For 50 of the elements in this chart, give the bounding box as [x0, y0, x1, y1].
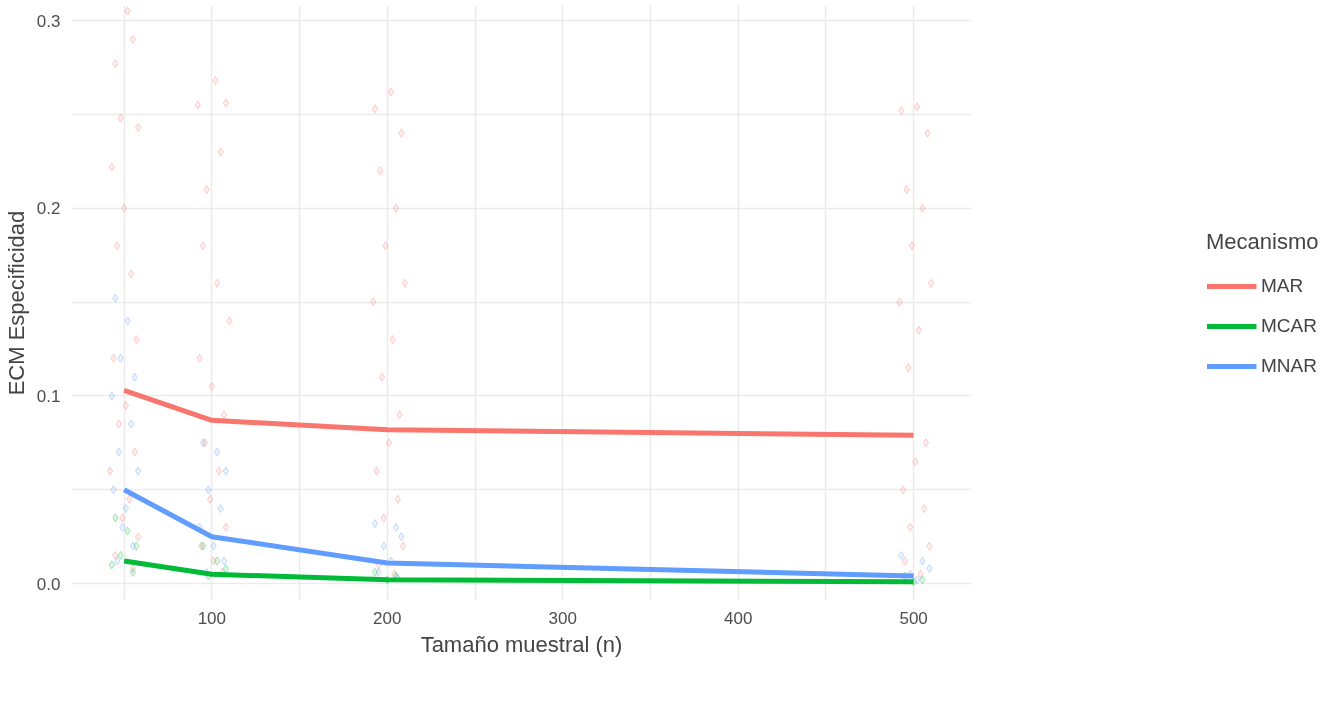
- point: [119, 522, 126, 532]
- legend-label: MAR: [1261, 274, 1305, 297]
- y-tick-label: 0.2: [36, 199, 61, 219]
- y-tick-label: 0.1: [36, 386, 61, 406]
- point: [213, 447, 221, 457]
- x-tick-label: 100: [197, 608, 227, 628]
- point: [380, 541, 387, 551]
- point: [115, 447, 123, 457]
- point: [110, 485, 117, 495]
- point: [926, 564, 933, 574]
- point: [222, 466, 230, 476]
- point: [108, 391, 116, 401]
- point: [217, 504, 224, 514]
- point: [112, 293, 119, 303]
- point: [124, 316, 131, 326]
- point: [205, 485, 212, 495]
- point: [117, 353, 124, 363]
- point: [371, 519, 379, 529]
- point: [210, 541, 217, 551]
- point: [392, 522, 400, 532]
- point: [108, 560, 116, 570]
- point: [213, 556, 221, 566]
- legend-label: MCAR: [1261, 314, 1318, 337]
- x-tick-label: 400: [723, 608, 753, 628]
- point: [113, 556, 121, 566]
- point: [375, 567, 382, 577]
- point: [131, 372, 138, 382]
- point: [124, 526, 131, 536]
- y-tick-label: 0.3: [36, 11, 61, 31]
- point: [117, 550, 124, 560]
- y-tick-label: 0.0: [36, 574, 61, 594]
- point: [222, 564, 230, 574]
- x-tick-label: 200: [373, 608, 402, 628]
- x-tick-label: 300: [548, 608, 577, 628]
- point: [127, 419, 135, 429]
- point: [913, 575, 921, 585]
- point: [220, 556, 228, 566]
- point: [398, 532, 405, 542]
- point: [112, 513, 119, 523]
- point: [919, 575, 926, 585]
- point: [919, 556, 926, 566]
- point: [129, 541, 137, 551]
- point: [135, 466, 142, 476]
- x-axis-title: Tamaño muestral (n): [420, 631, 623, 657]
- point: [898, 550, 905, 560]
- x-tick-label: 500: [899, 608, 928, 628]
- legend-label: MNAR: [1261, 354, 1318, 377]
- legend-title: Mecanismo: [1206, 228, 1320, 255]
- y-axis-title: ECM Especificidad: [3, 210, 29, 396]
- point: [122, 504, 130, 514]
